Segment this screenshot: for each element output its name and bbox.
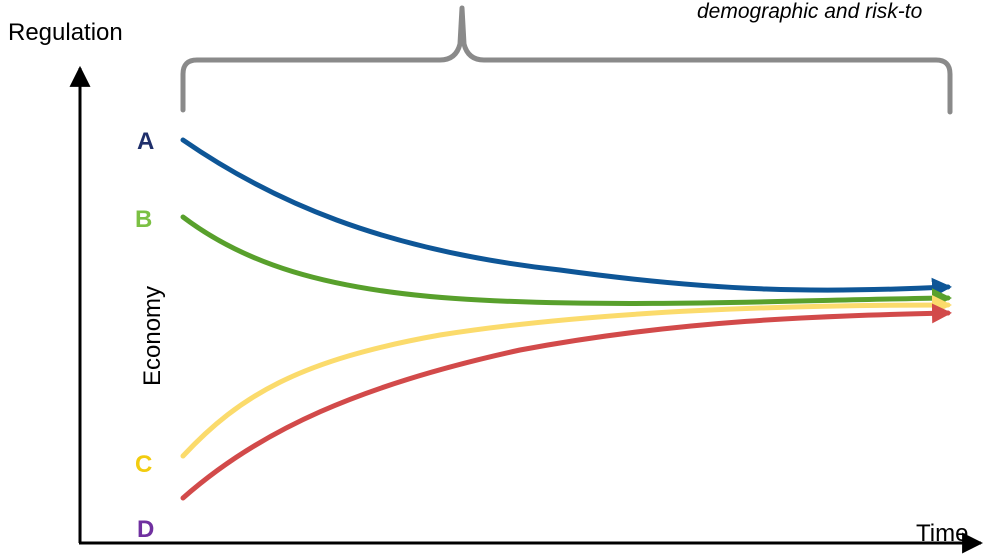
curve-a [180, 137, 952, 298]
label-d: D [137, 516, 154, 543]
economy-label: Economy [139, 286, 166, 386]
label-a: A [137, 128, 154, 155]
curve-d [180, 303, 952, 501]
curly-brace [180, 5, 953, 115]
label-b: B [135, 206, 152, 233]
curve-c [180, 295, 952, 459]
y-axis-label: Regulation [8, 19, 123, 46]
italic-note: demographic and risk-to [697, 0, 923, 23]
label-c: C [135, 451, 152, 478]
curve-b [180, 214, 952, 309]
